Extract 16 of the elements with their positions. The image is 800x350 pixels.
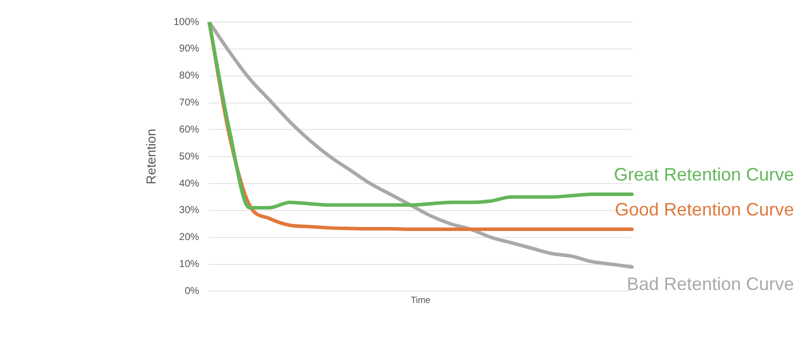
y-tick-label: 70% [179, 98, 200, 109]
series-label: Great Retention Curve [614, 164, 794, 184]
y-tick-label: 50% [179, 151, 200, 162]
y-tick-label: 20% [179, 232, 200, 244]
y-tick-label: 0% [184, 286, 200, 297]
y-tick-label: 90% [179, 44, 200, 55]
series-label: Bad Retention Curve [626, 274, 794, 294]
y-tick-label: 10% [179, 259, 200, 270]
x-axis-title: Time [410, 295, 430, 306]
y-tick-label: 40% [179, 178, 200, 190]
y-tick-label: 60% [179, 124, 200, 136]
y-tick-label: 100% [174, 16, 200, 28]
y-axis-title: Retention [143, 128, 158, 184]
y-tick-label: 80% [179, 70, 200, 82]
series-label: Good Retention Curve [614, 199, 794, 220]
y-tick-label: 30% [179, 205, 200, 216]
